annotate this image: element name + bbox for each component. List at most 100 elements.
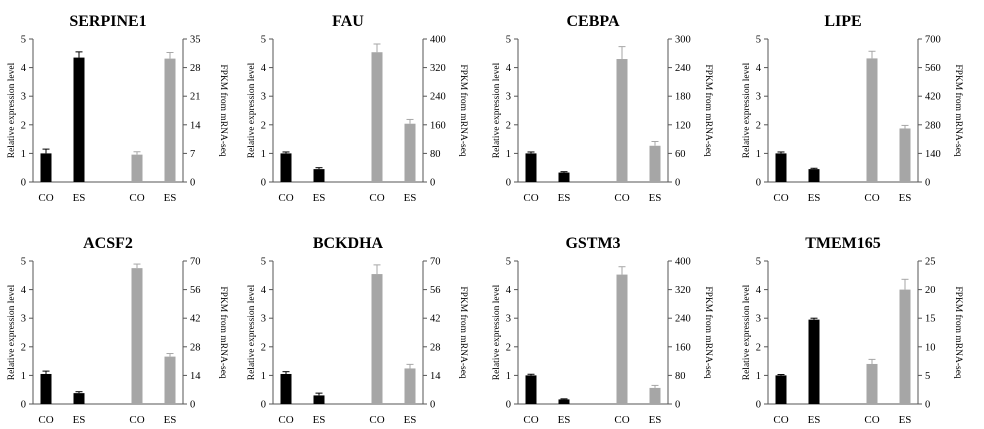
left-tick-label: 3 — [756, 92, 761, 103]
chart-title: FAU — [332, 13, 364, 30]
right-tick-label: 0 — [675, 178, 680, 189]
right-tick-label: 14 — [190, 371, 201, 382]
category-label: ES — [164, 192, 177, 204]
category-label: ES — [558, 414, 571, 426]
left-tick-label: 0 — [506, 178, 511, 189]
left-tick-label: 2 — [756, 342, 761, 353]
category-label: ES — [313, 192, 326, 204]
right-tick-label: 42 — [190, 314, 201, 325]
right-tick-label: 28 — [190, 342, 201, 353]
left-tick-label: 5 — [261, 257, 266, 268]
bar-fpkm — [649, 387, 661, 404]
bar-fpkm — [866, 58, 878, 182]
left-tick-label: 1 — [21, 149, 26, 160]
right-tick-label: 80 — [430, 149, 441, 160]
right-tick-label: 14 — [430, 371, 441, 382]
bar-fpkm — [164, 58, 176, 182]
bar-relative-expression — [558, 172, 570, 182]
right-tick-label: 0 — [925, 400, 930, 411]
right-tick-label: 0 — [430, 178, 435, 189]
category-label: CO — [614, 414, 629, 426]
right-tick-label: 240 — [675, 63, 691, 74]
chart-title: BCKDHA — [313, 235, 384, 252]
left-axis-label: Relative expression level — [492, 284, 502, 380]
right-tick-label: 14 — [190, 120, 201, 131]
right-tick-label: 35 — [190, 35, 201, 46]
chart-title: GSTM3 — [565, 235, 620, 252]
bar-fpkm — [866, 363, 878, 404]
bar-relative-expression — [808, 319, 820, 404]
right-tick-label: 240 — [675, 314, 691, 325]
right-tick-label: 7 — [190, 149, 195, 160]
bar-relative-expression — [73, 393, 85, 404]
left-tick-label: 1 — [21, 371, 26, 382]
bar-relative-expression — [73, 57, 85, 183]
left-tick-label: 4 — [261, 285, 267, 296]
bar-fpkm — [371, 274, 383, 404]
right-tick-label: 180 — [675, 92, 691, 103]
category-label: CO — [523, 414, 538, 426]
left-tick-label: 0 — [21, 178, 26, 189]
left-tick-label: 4 — [756, 285, 762, 296]
left-tick-label: 1 — [756, 149, 761, 160]
category-label: CO — [129, 414, 144, 426]
left-tick-label: 4 — [506, 63, 512, 74]
right-tick-label: 160 — [430, 120, 446, 131]
right-tick-label: 560 — [925, 63, 941, 74]
category-label: ES — [313, 414, 326, 426]
left-tick-label: 4 — [21, 63, 27, 74]
category-label: ES — [404, 192, 417, 204]
right-tick-label: 5 — [925, 371, 930, 382]
chart-panel-lipe: LIPE 0 1 2 3 4 5 0 140 280 420 560 700 Relative expre… — [742, 13, 964, 204]
category-label: CO — [614, 192, 629, 204]
left-tick-label: 0 — [756, 178, 761, 189]
right-tick-label: 21 — [190, 92, 201, 103]
category-label: ES — [649, 192, 662, 204]
category-label: ES — [899, 414, 912, 426]
category-label: CO — [38, 192, 53, 204]
category-label: ES — [404, 414, 417, 426]
right-axis-label: FPKM from mRNA-seq — [953, 64, 964, 157]
left-tick-label: 5 — [756, 35, 761, 46]
right-tick-label: 700 — [925, 35, 941, 46]
right-tick-label: 300 — [675, 35, 691, 46]
left-tick-label: 1 — [261, 371, 266, 382]
right-tick-label: 420 — [925, 92, 941, 103]
left-tick-label: 0 — [506, 400, 511, 411]
left-tick-label: 1 — [506, 149, 511, 160]
chart-panel-serpine1: SERPINE1 0 1 2 3 4 5 0 7 14 21 28 35 Relative express… — [7, 13, 229, 204]
right-tick-label: 400 — [430, 35, 446, 46]
right-tick-label: 0 — [925, 178, 930, 189]
category-label: ES — [164, 414, 177, 426]
right-tick-label: 120 — [675, 120, 691, 131]
left-axis-label: Relative expression level — [7, 62, 17, 158]
bar-relative-expression — [525, 375, 537, 404]
left-tick-label: 3 — [261, 314, 266, 325]
category-label: CO — [129, 192, 144, 204]
bar-relative-expression — [808, 169, 820, 182]
right-tick-label: 25 — [925, 257, 936, 268]
chart-title: TMEM165 — [805, 235, 881, 252]
chart-title: CEBPA — [566, 13, 619, 30]
bar-fpkm — [649, 145, 661, 182]
bar-fpkm — [404, 123, 416, 182]
left-axis-label: Relative expression level — [7, 284, 17, 380]
left-tick-label: 4 — [21, 285, 27, 296]
bar-fpkm — [164, 356, 176, 404]
right-tick-label: 28 — [190, 63, 201, 74]
category-label: CO — [523, 192, 538, 204]
right-tick-label: 10 — [925, 342, 936, 353]
bar-fpkm — [899, 289, 911, 404]
left-tick-label: 3 — [261, 92, 266, 103]
left-tick-label: 0 — [261, 178, 266, 189]
bar-fpkm — [899, 128, 911, 182]
left-tick-label: 3 — [506, 314, 511, 325]
left-tick-label: 3 — [756, 314, 761, 325]
left-tick-label: 0 — [261, 400, 266, 411]
left-tick-label: 5 — [261, 35, 266, 46]
bar-relative-expression — [558, 399, 570, 404]
category-label: CO — [369, 192, 384, 204]
bar-relative-expression — [775, 375, 787, 404]
right-tick-label: 56 — [430, 285, 441, 296]
left-tick-label: 5 — [506, 35, 511, 46]
